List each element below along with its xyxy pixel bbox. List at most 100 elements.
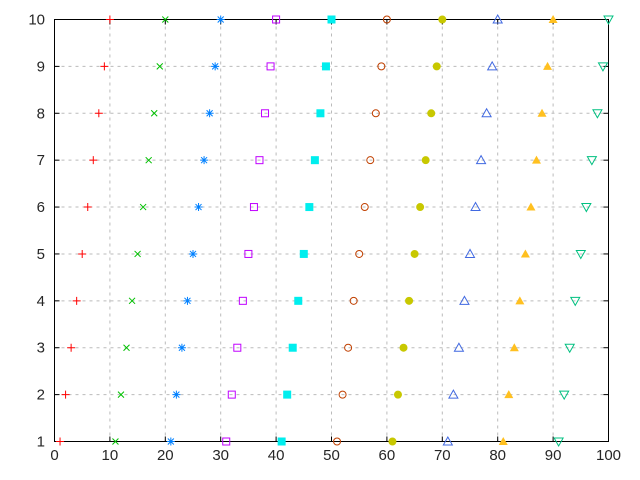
marker-asterisk bbox=[200, 156, 209, 165]
marker-cross bbox=[145, 156, 153, 164]
y-tick-label: 4 bbox=[37, 293, 45, 310]
marker-filled-triangle-up bbox=[520, 249, 530, 258]
marker-open-triangle-up bbox=[464, 248, 476, 258]
y-tick-label: 2 bbox=[37, 387, 45, 404]
marker-filled-triangle-up bbox=[537, 108, 547, 117]
marker-filled-square bbox=[305, 203, 314, 212]
marker-filled-circle bbox=[410, 249, 419, 258]
marker-open-square bbox=[238, 296, 247, 305]
marker-asterisk bbox=[194, 203, 203, 212]
marker-plus bbox=[94, 109, 103, 118]
marker-open-square bbox=[244, 249, 253, 258]
marker-plus bbox=[105, 15, 114, 24]
marker-open-triangle-down bbox=[603, 15, 614, 26]
marker-asterisk bbox=[183, 296, 192, 305]
marker-filled-circle bbox=[416, 203, 425, 212]
marker-open-square bbox=[227, 390, 236, 399]
marker-plus bbox=[89, 156, 98, 165]
marker-open-triangle-up bbox=[453, 342, 465, 352]
marker-open-triangle-down bbox=[575, 249, 587, 260]
marker-cross bbox=[117, 391, 125, 398]
marker-filled-triangle-up bbox=[531, 155, 541, 164]
marker-plus bbox=[100, 62, 109, 71]
marker-cross bbox=[128, 297, 136, 305]
y-tick-label: 6 bbox=[37, 199, 45, 216]
marker-plus bbox=[78, 249, 87, 258]
marker-open-circle bbox=[333, 437, 342, 446]
x-tick-label: 70 bbox=[434, 447, 451, 464]
marker-cross bbox=[150, 109, 158, 117]
x-tick-label: 100 bbox=[596, 447, 621, 464]
marker-cross bbox=[156, 63, 164, 70]
marker-filled-square bbox=[294, 296, 303, 305]
marker-filled-triangle-up bbox=[548, 15, 558, 23]
y-tick-label: 1 bbox=[37, 434, 45, 451]
marker-cross bbox=[123, 344, 130, 352]
x-tick-label: 0 bbox=[50, 447, 58, 464]
marker-asterisk bbox=[172, 390, 181, 399]
marker-open-triangle-down bbox=[564, 343, 576, 354]
marker-open-square bbox=[255, 156, 264, 165]
marker-open-circle bbox=[355, 249, 364, 258]
x-tick-label: 80 bbox=[489, 447, 506, 464]
marker-plus bbox=[83, 203, 92, 212]
marker-asterisk bbox=[166, 437, 175, 446]
marker-filled-triangle-up bbox=[543, 61, 553, 70]
marker-plus bbox=[67, 343, 76, 352]
marker-cross bbox=[139, 203, 147, 211]
marker-open-triangle-up bbox=[459, 295, 470, 305]
x-tick-label: 30 bbox=[212, 447, 229, 464]
marker-filled-circle bbox=[421, 156, 430, 165]
marker-open-triangle-down bbox=[597, 62, 609, 72]
marker-filled-square bbox=[277, 437, 286, 446]
x-tick-label: 50 bbox=[323, 447, 340, 464]
y-tick-label: 9 bbox=[37, 58, 45, 75]
marker-open-triangle-down bbox=[569, 296, 581, 307]
marker-open-triangle-down bbox=[580, 203, 592, 213]
marker-filled-square bbox=[321, 62, 330, 71]
marker-open-triangle-down bbox=[586, 156, 598, 166]
marker-plus bbox=[61, 390, 70, 399]
marker-filled-square bbox=[316, 109, 325, 118]
marker-filled-square bbox=[299, 249, 308, 258]
marker-open-square bbox=[272, 15, 281, 24]
x-tick-label: 90 bbox=[545, 447, 562, 464]
marker-filled-circle bbox=[427, 109, 436, 118]
marker-asterisk bbox=[177, 343, 186, 352]
x-tick-label: 60 bbox=[379, 447, 396, 464]
marker-open-square bbox=[266, 62, 275, 71]
marker-filled-triangle-up bbox=[504, 390, 514, 399]
marker-filled-square bbox=[288, 343, 297, 352]
marker-asterisk bbox=[205, 109, 214, 118]
marker-filled-square bbox=[310, 156, 319, 165]
marker-filled-circle bbox=[388, 437, 397, 446]
marker-filled-circle bbox=[438, 15, 447, 24]
marker-open-circle bbox=[349, 296, 358, 305]
y-tick-label: 3 bbox=[37, 340, 45, 357]
marker-filled-triangle-up bbox=[526, 202, 536, 211]
y-tick-label: 10 bbox=[28, 12, 45, 29]
marker-open-triangle-down bbox=[553, 437, 564, 448]
marker-open-triangle-up bbox=[475, 154, 487, 165]
marker-filled-circle bbox=[432, 62, 441, 71]
marker-open-triangle-up bbox=[470, 201, 481, 212]
x-tick-label: 40 bbox=[268, 447, 285, 464]
y-tick-label: 8 bbox=[37, 105, 45, 122]
marker-open-circle bbox=[338, 390, 347, 399]
marker-filled-circle bbox=[399, 343, 408, 352]
marker-filled-square bbox=[283, 390, 292, 399]
marker-open-triangle-up bbox=[486, 60, 498, 71]
marker-filled-triangle-up bbox=[515, 296, 525, 305]
marker-open-square bbox=[261, 109, 270, 118]
marker-open-circle bbox=[371, 109, 380, 118]
marker-filled-circle bbox=[393, 390, 402, 399]
marker-open-triangle-down bbox=[592, 109, 603, 119]
marker-open-circle bbox=[377, 62, 386, 71]
marker-filled-triangle-up bbox=[498, 437, 508, 445]
marker-filled-circle bbox=[405, 296, 414, 305]
marker-open-circle bbox=[366, 156, 375, 165]
marker-open-circle bbox=[360, 203, 369, 212]
marker-cross bbox=[161, 16, 169, 23]
